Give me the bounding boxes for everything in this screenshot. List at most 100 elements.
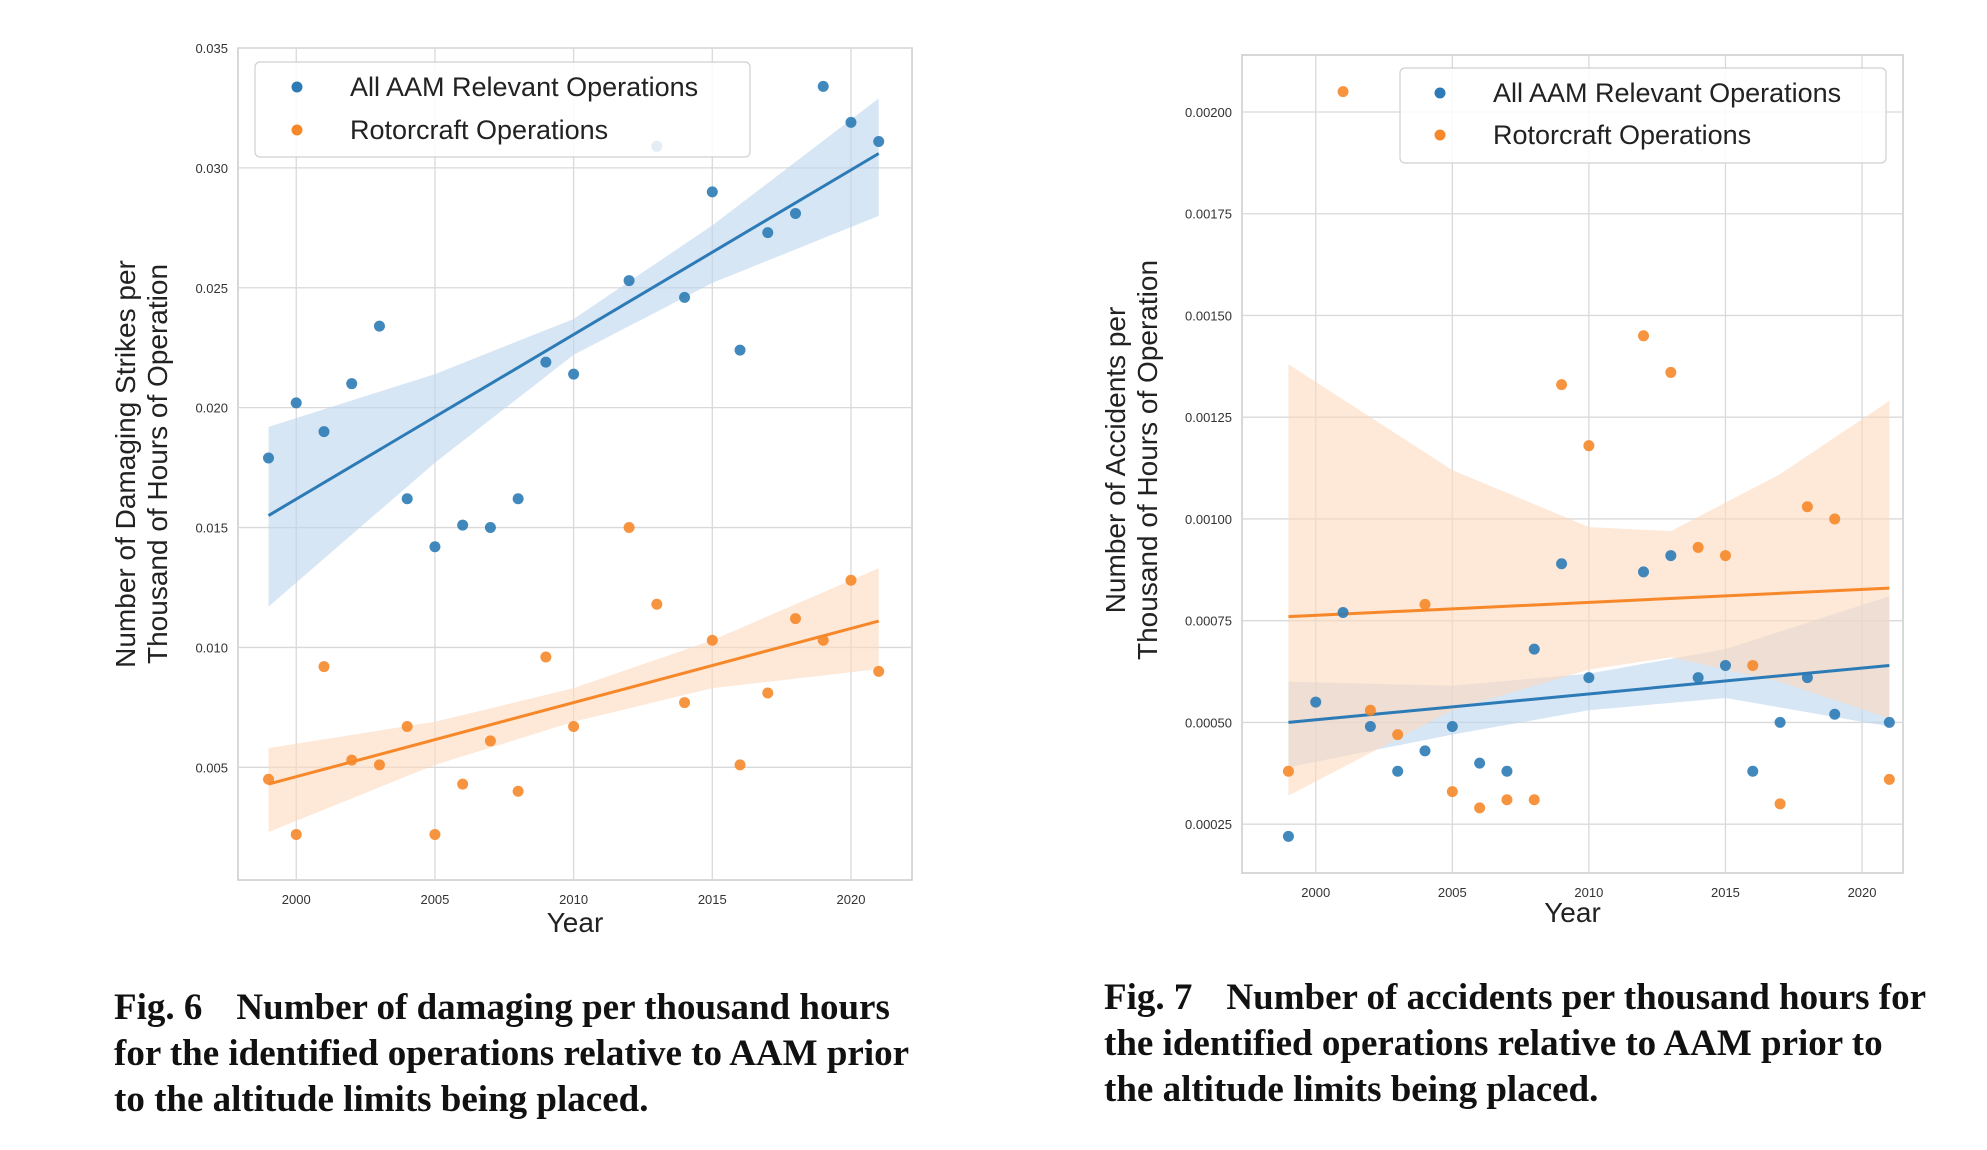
fig6-data-point <box>790 207 802 219</box>
fig7-x-tick-label: 2005 <box>1438 885 1467 900</box>
fig6-data-point <box>401 721 413 733</box>
fig6-x-tick-label: 2020 <box>837 892 866 907</box>
fig7-data-point <box>1829 513 1841 525</box>
fig6-data-point <box>457 778 469 790</box>
fig7-data-point <box>1692 672 1704 684</box>
fig6-data-point <box>679 697 691 709</box>
fig6-data-point <box>484 522 496 534</box>
fig7-data-point <box>1392 729 1404 741</box>
fig6-data-point <box>484 735 496 747</box>
fig7-data-point <box>1747 765 1759 777</box>
fig7-caption-number: Fig. 7 <box>1104 977 1193 1018</box>
fig7-data-point <box>1719 659 1731 671</box>
fig7-data-point <box>1392 765 1404 777</box>
fig7-y-tick-label: 0.00025 <box>1185 817 1232 832</box>
fig6-data-point <box>263 452 275 464</box>
fig6-legend-marker <box>291 124 303 136</box>
fig7-data-point <box>1337 86 1349 98</box>
fig7-data-point <box>1774 716 1786 728</box>
fig7-data-point <box>1446 720 1458 732</box>
fig6-data-point <box>651 598 663 610</box>
fig7-data-point <box>1883 716 1895 728</box>
fig7-data-point <box>1474 802 1486 814</box>
fig7-y-axis-label: Thousand of Hours of Operation <box>1132 260 1163 660</box>
fig6-data-point <box>457 519 469 531</box>
fig6-y-tick-label: 0.015 <box>195 521 228 536</box>
fig6-caption-number: Fig. 6 <box>114 987 203 1028</box>
fig6-data-point <box>817 634 829 646</box>
fig6-data-point <box>845 574 857 586</box>
fig6-data-point <box>679 291 691 303</box>
fig7-data-point <box>1528 643 1540 655</box>
fig6-data-point <box>373 759 385 771</box>
fig6-data-point <box>568 368 580 380</box>
fig6-data-point <box>734 344 746 356</box>
fig6-x-tick-label: 2010 <box>559 892 588 907</box>
fig6-data-point <box>734 759 746 771</box>
fig6-data-point <box>762 687 774 699</box>
fig6-data-point <box>845 116 857 128</box>
fig7-y-axis-label: Number of Accidents per <box>1100 307 1131 614</box>
fig7-data-point <box>1501 794 1513 806</box>
fig7-confidence-band <box>1288 364 1890 796</box>
fig7-data-point <box>1638 330 1650 342</box>
fig6-legend-box <box>254 61 751 158</box>
fig6-y-tick-label: 0.025 <box>195 281 228 296</box>
fig7-data-point <box>1719 550 1731 562</box>
fig7-data-point <box>1801 501 1813 513</box>
fig6-legend-label: Rotorcraft Operations <box>350 115 608 145</box>
fig6-data-point <box>568 721 580 733</box>
fig7-x-tick-label: 2015 <box>1711 885 1740 900</box>
fig6-data-point <box>540 651 552 663</box>
fig7-legend-marker <box>1434 129 1446 141</box>
fig7-data-point <box>1337 607 1349 619</box>
fig7-regression-line <box>1288 663 1890 724</box>
fig6-data-point <box>540 356 552 368</box>
fig6-data-point <box>346 378 358 390</box>
fig6-data-point <box>706 186 718 198</box>
fig7-legend-marker <box>1434 87 1446 99</box>
fig6-data-point <box>873 136 885 148</box>
fig7-legend-box <box>1399 67 1887 164</box>
fig7-data-point <box>1829 708 1841 720</box>
fig6-y-tick-label: 0.030 <box>195 161 228 176</box>
fig6-data-point <box>817 80 829 92</box>
fig6-data-point <box>623 522 635 534</box>
fig6-caption: Fig. 6 Number of damaging per thousand ho… <box>114 985 934 1123</box>
fig7-data-point <box>1665 550 1677 562</box>
fig7-data-point <box>1556 558 1568 570</box>
fig6-data-point <box>623 275 635 287</box>
fig6-data-point <box>318 661 330 673</box>
fig6-data-point <box>512 785 524 797</box>
fig6-y-axis-label: Number of Damaging Strikes per <box>110 260 141 668</box>
fig7-data-point <box>1583 672 1595 684</box>
fig7-data-point <box>1747 659 1759 671</box>
fig6-data-point <box>346 754 358 766</box>
fig6-legend-marker <box>291 81 303 93</box>
fig7-data-point <box>1310 696 1322 708</box>
fig6-y-axis-label: Thousand of Hours of Operation <box>142 264 173 664</box>
fig7-y-tick-label: 0.00150 <box>1185 308 1232 323</box>
fig6-y-tick-label: 0.035 <box>195 41 228 56</box>
fig7-data-point <box>1528 794 1540 806</box>
fig6-x-axis-label: Year <box>547 907 604 938</box>
fig7-accidents-chart: 2000 2005 2010 2015 2020 0.00025 0.00050 0.0007… <box>1100 54 1904 928</box>
fig7-data-point <box>1556 379 1568 391</box>
fig6-data-point <box>263 773 275 785</box>
fig7-data-point <box>1419 598 1431 610</box>
fig7-data-point <box>1665 366 1677 378</box>
fig6-confidence-band <box>268 568 879 833</box>
fig7-data-point <box>1692 541 1704 553</box>
fig7-x-tick-label: 2010 <box>1574 885 1603 900</box>
fig6-data-point <box>429 541 441 553</box>
fig6-data-point <box>401 493 413 505</box>
fig6-y-tick-label: 0.010 <box>195 640 228 655</box>
fig6-data-point <box>373 320 385 332</box>
fig6-data-point <box>512 493 524 505</box>
fig6-x-tick-label: 2015 <box>698 892 727 907</box>
fig6-legend-label: All AAM Relevant Operations <box>350 72 698 102</box>
fig6-data-point <box>290 828 302 840</box>
fig7-data-point <box>1583 440 1595 452</box>
fig7-data-point <box>1364 720 1376 732</box>
fig7-y-tick-label: 0.00075 <box>1185 614 1232 629</box>
